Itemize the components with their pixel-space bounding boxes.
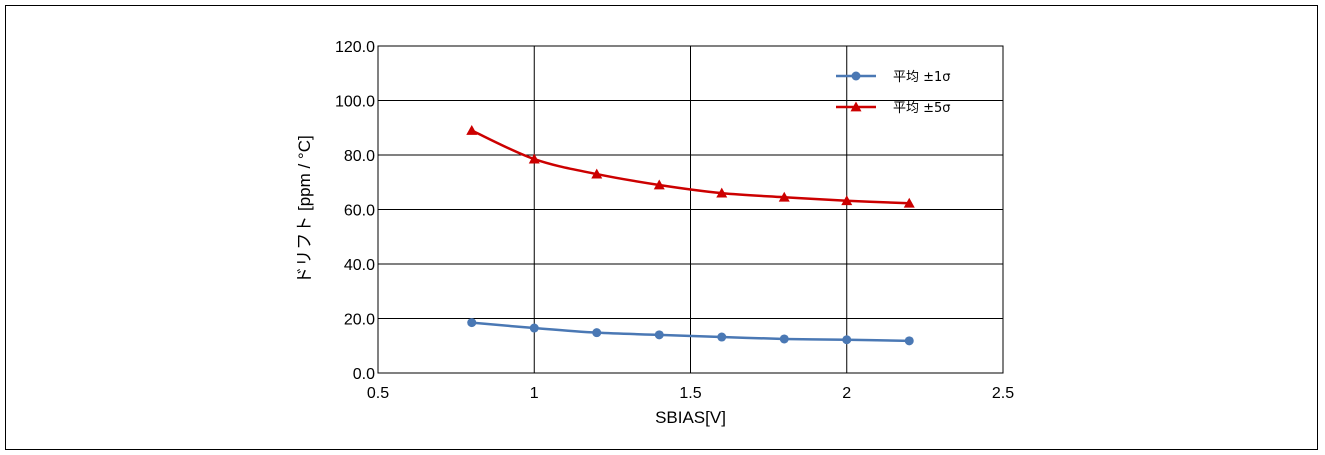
legend-label: 平均 ±1σ: [893, 70, 951, 85]
x-tick-label: 1: [530, 385, 539, 402]
data-point: [778, 191, 790, 202]
data-point: [653, 179, 665, 190]
legend-item: 平均 ±5σ: [836, 101, 951, 116]
data-point: [466, 124, 478, 135]
x-tick-label: 2.5: [992, 385, 1014, 402]
series-2: [466, 124, 915, 208]
y-tick-label: 100.0: [335, 94, 375, 111]
data-point: [904, 336, 914, 346]
y-tick-label: 20.0: [344, 312, 375, 329]
y-tick-label: 60.0: [344, 203, 375, 220]
chart-frame: [5, 5, 1318, 450]
plot-area-border: [377, 45, 1004, 374]
data-point: [841, 195, 853, 206]
data-point: [717, 332, 727, 342]
data-point: [528, 153, 540, 164]
x-axis-ticks: 0.5 1 1.5 2 2.5: [367, 385, 1014, 402]
legend-marker: [850, 101, 862, 112]
grid-lines: [378, 46, 1003, 373]
legend-label: 平均 ±5σ: [893, 101, 951, 116]
data-point: [903, 197, 915, 208]
legend: 平均 ±1σ 平均 ±5σ: [836, 70, 951, 116]
legend-item: 平均 ±1σ: [836, 70, 951, 85]
data-point: [467, 318, 477, 328]
x-axis-label: SBIAS[V]: [655, 408, 726, 427]
series-line: [471, 321, 910, 343]
y-tick-label: 80.0: [344, 148, 375, 165]
data-point: [591, 168, 603, 179]
y-tick-label: 0.0: [353, 366, 375, 383]
x-tick-label: 0.5: [367, 385, 389, 402]
data-point: [842, 335, 852, 345]
x-tick-label: 1.5: [679, 385, 701, 402]
y-tick-label: 120.0: [335, 39, 375, 56]
series-1: [467, 318, 914, 346]
legend-marker: [851, 71, 861, 81]
data-point: [654, 330, 664, 340]
data-point: [592, 328, 602, 338]
data-point: [716, 187, 728, 198]
y-tick-label: 40.0: [344, 257, 375, 274]
data-point: [529, 323, 539, 333]
data-point: [779, 334, 789, 344]
y-axis-label: ドリフト [ppm / °C]: [295, 135, 314, 283]
y-axis-ticks: 0.0 20.0 40.0 60.0 80.0 100.0 120.0: [335, 39, 375, 383]
x-tick-label: 2: [842, 385, 851, 402]
series-layer: [466, 124, 915, 346]
